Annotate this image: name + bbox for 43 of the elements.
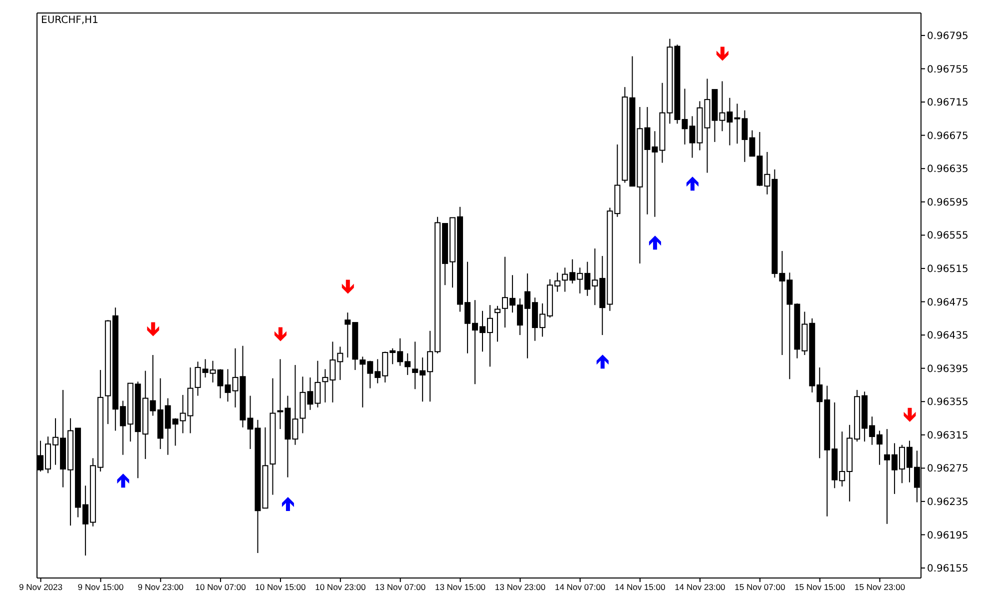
x-tick-label: 15 Nov 15:00 (794, 582, 846, 592)
y-tick-label: 0.96155 (927, 564, 968, 575)
y-tick-label: 0.96795 (927, 31, 968, 42)
x-tick-label: 10 Nov 23:00 (315, 582, 366, 592)
x-tick-label: 13 Nov 15:00 (434, 582, 486, 592)
point (342, 280, 354, 294)
point (649, 236, 662, 250)
x-tick-label: 9 Nov 23:00 (138, 582, 184, 592)
y-tick-label: 0.96315 (927, 430, 968, 442)
x-tick-label: 14 Nov 23:00 (674, 582, 726, 592)
x-tick-label: 10 Nov 07:00 (195, 582, 246, 592)
y-tick-label: 0.96355 (927, 397, 968, 408)
point (147, 322, 160, 336)
point (716, 46, 728, 61)
y-tick-label: 0.96475 (927, 297, 968, 308)
point (686, 176, 699, 191)
x-tick-label: 10 Nov 15:00 (255, 582, 306, 592)
x-tick-label: 13 Nov 07:00 (375, 582, 426, 592)
x-tick-label: 9 Nov 2023 (19, 582, 63, 592)
point (274, 327, 286, 342)
y-tick-label: 0.96595 (927, 197, 968, 208)
point (282, 496, 294, 511)
y-tick-label: 0.96515 (927, 264, 968, 276)
x-tick-label: 15 Nov 23:00 (854, 582, 906, 592)
y-tick-label: 0.96755 (927, 64, 968, 76)
y-tick-label: 0.96635 (927, 164, 968, 176)
y-tick-label: 0.96275 (927, 464, 968, 475)
point (117, 474, 130, 488)
x-tick-label: 14 Nov 15:00 (614, 582, 666, 592)
x-tick-label: 13 Nov 23:00 (494, 582, 546, 592)
y-tick-label: 0.96235 (927, 496, 968, 508)
x-tick-label: 15 Nov 07:00 (734, 582, 786, 592)
y-tick-label: 0.96675 (927, 130, 968, 142)
y-tick-label: 0.96555 (927, 230, 968, 242)
y-tick-label: 0.96195 (927, 530, 968, 542)
y-tick-label: 0.96715 (927, 98, 968, 109)
y-tick-label: 0.96435 (927, 330, 968, 342)
y-tick-label: 0.96395 (927, 364, 968, 375)
point (596, 354, 609, 369)
chart-title: EURCHF,H1 (41, 15, 98, 26)
x-tick-label: 9 Nov 15:00 (78, 582, 124, 592)
x-tick-label: 14 Nov 07:00 (554, 582, 606, 592)
point (904, 408, 916, 422)
